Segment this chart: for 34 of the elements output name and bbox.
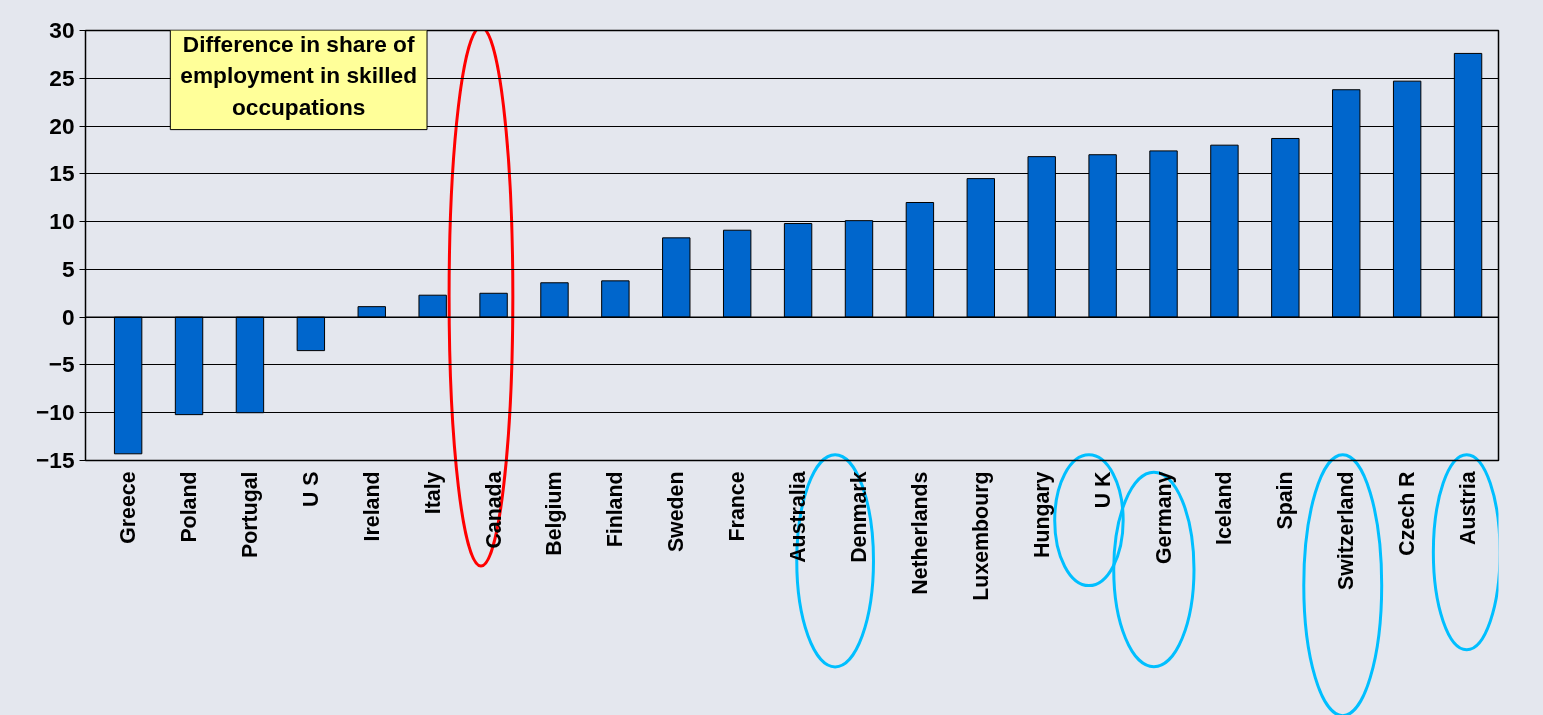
x-tick-label: Switzerland xyxy=(1334,471,1359,591)
y-tick-label: 30 xyxy=(49,17,75,43)
y-tick-label: 0 xyxy=(61,303,75,330)
x-tick-label: Portugal xyxy=(237,471,262,558)
text: Difference in share of employment in skilled occupations xyxy=(180,31,418,120)
y-tick-label: −5 xyxy=(48,351,75,378)
x-tick-label: Italy xyxy=(420,471,445,515)
x-tick-label: Hungary xyxy=(1029,471,1054,559)
x-tick-label: Spain xyxy=(1273,471,1298,530)
y-tick-label: 20 xyxy=(49,112,75,139)
x-tick-label: Austria xyxy=(1456,471,1481,545)
x-tick-label: Netherlands xyxy=(907,471,932,595)
y-tick-label: −10 xyxy=(36,399,75,426)
x-tick-label: Iceland xyxy=(1212,471,1237,545)
x-tick-label: Poland xyxy=(177,471,202,543)
y-tick-label: 10 xyxy=(49,208,75,235)
x-tick-label: Belgium xyxy=(542,471,567,556)
y-tick-label: 5 xyxy=(61,255,75,282)
x-tick-label: U S xyxy=(298,471,323,508)
x-tick-label: Germany xyxy=(1151,471,1176,564)
y-tick-label: 25 xyxy=(49,64,75,91)
y-tick-label: −15 xyxy=(36,447,75,473)
x-tick-label: Greece xyxy=(116,471,141,544)
x-tick-label: Denmark xyxy=(847,471,871,563)
x-tick-label: Ireland xyxy=(359,471,384,542)
y-tick-label: 15 xyxy=(49,160,75,187)
x-tick-label: U K xyxy=(1090,470,1115,509)
x-tick-label: Canada xyxy=(481,471,506,549)
x-tick-label: Australia xyxy=(786,471,811,563)
x-tick-label: Luxembourg xyxy=(968,471,993,601)
x-tick-label: France xyxy=(725,471,750,542)
x-tick-label: Czech R xyxy=(1395,471,1420,556)
x-tick-label: Finland xyxy=(603,471,628,548)
x-tick-label: Sweden xyxy=(664,471,689,553)
